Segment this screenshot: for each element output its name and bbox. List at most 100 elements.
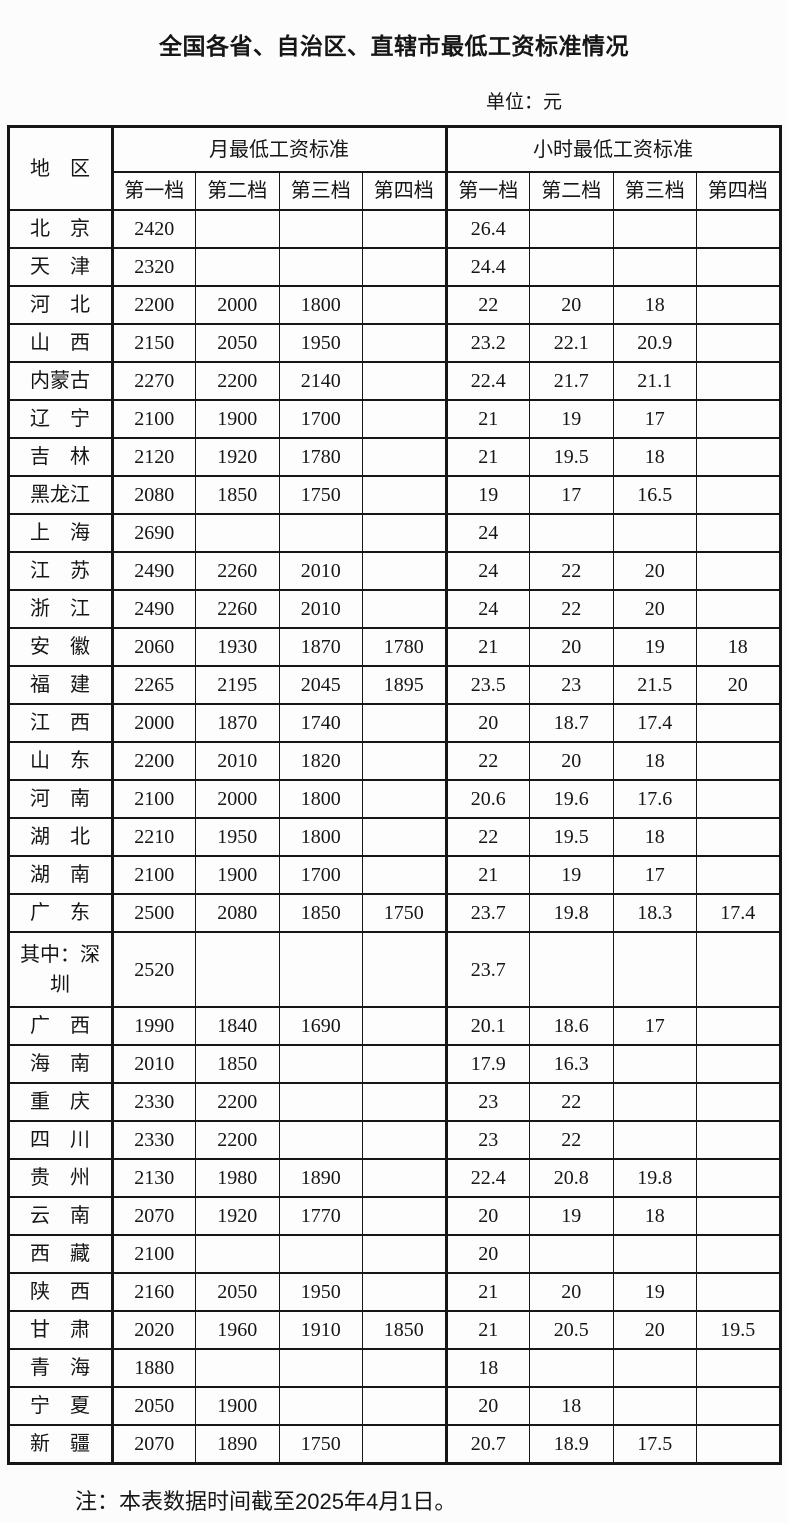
monthly-tier-3-cell: 2010 (278, 589, 363, 629)
hourly-tier-2-cell: 22.1 (529, 323, 614, 363)
monthly-tier-1-cell: 2330 (110, 1082, 196, 1122)
monthly-tier-2-cell: 2260 (195, 589, 280, 629)
hourly-tier-2-cell: 18.7 (529, 703, 614, 743)
monthly-tier-4-cell (362, 513, 447, 553)
region-cell: 四 川 (7, 1120, 113, 1160)
monthly-tier-2-cell: 1960 (195, 1310, 280, 1350)
hourly-tier-1-cell: 20 (444, 1234, 530, 1274)
monthly-tier-4-cell (362, 475, 447, 515)
monthly-tier-1-cell: 2070 (110, 1424, 196, 1464)
group-header-row: 地 区 月最低工资标准 小时最低工资标准 (7, 125, 781, 211)
hourly-tier-3-cell: 17.4 (612, 703, 697, 743)
monthly-tier-2-cell (195, 247, 280, 287)
monthly-tier-2-cell: 2050 (195, 1272, 280, 1312)
unit-label: 单位：元 (486, 92, 563, 113)
tier-header-row: 第一档 第二档 第三档 第四档 第一档 第二档 第三档 第四档 (8, 171, 781, 211)
hourly-tier-3-cell (612, 1234, 697, 1274)
hourly-tier-2-cell: 19.5 (529, 437, 614, 477)
monthly-tier-3-cell (278, 1044, 363, 1084)
monthly-tier-4-cell (362, 1272, 447, 1312)
monthly-tier-1-cell: 2080 (110, 475, 196, 515)
region-cell: 宁 夏 (7, 1386, 113, 1426)
region-cell: 云 南 (7, 1196, 113, 1236)
monthly-tier-1-cell: 2160 (110, 1272, 196, 1312)
monthly-tier-4-cell (362, 855, 447, 895)
hourly-tier-3-cell: 18 (612, 1196, 697, 1236)
monthly-tier-3-cell: 1800 (278, 817, 363, 857)
hourly-tier-4-cell (696, 247, 781, 287)
hourly-tier-4-cell (696, 285, 781, 325)
hourly-tier-1-cell: 22.4 (444, 361, 530, 401)
monthly-tier-3-cell (278, 247, 363, 287)
tier-header-monthly-4: 第四档 (362, 171, 447, 211)
hourly-tier-3-cell: 21.5 (612, 665, 697, 705)
region-cell: 广 西 (7, 1006, 113, 1046)
monthly-tier-3-cell: 2045 (278, 665, 363, 705)
region-cell: 西 藏 (7, 1234, 113, 1274)
monthly-tier-1-cell: 2130 (110, 1158, 196, 1198)
table-row: 广 西 1990 1840 1690 20.1 18.6 17 (7, 1006, 781, 1046)
footnote: 注：本表数据时间截至2025年4月1日。 (75, 1488, 457, 1514)
hourly-tier-3-cell: 20 (612, 551, 697, 591)
hourly-tier-2-cell (529, 1348, 614, 1388)
page-title: 全国各省、自治区、直辖市最低工资标准情况 (159, 33, 629, 59)
monthly-tier-3-cell: 1750 (278, 475, 363, 515)
tier-header-monthly-1: 第一档 (110, 171, 196, 211)
hourly-tier-2-cell: 22 (529, 551, 614, 591)
tier-header-hourly-4: 第四档 (696, 171, 781, 211)
monthly-tier-3-cell (278, 1082, 363, 1122)
monthly-tier-2-cell: 2260 (195, 551, 280, 591)
hourly-tier-2-cell: 23 (529, 665, 614, 705)
hourly-tier-3-cell (612, 247, 697, 287)
hourly-tier-4-cell (696, 1348, 781, 1388)
monthly-tier-3-cell: 1800 (278, 779, 363, 819)
table-row: 江 西 2000 1870 1740 20 18.7 17.4 (7, 703, 781, 743)
monthly-tier-4-cell (362, 399, 447, 439)
monthly-tier-2-cell: 2000 (195, 779, 280, 819)
monthly-tier-2-cell (195, 931, 280, 1008)
monthly-tier-3-cell: 1820 (278, 741, 363, 781)
region-cell: 贵 州 (7, 1158, 113, 1198)
monthly-tier-3-cell: 1800 (278, 285, 363, 325)
hourly-tier-3-cell: 17.5 (612, 1424, 697, 1464)
hourly-tier-4-cell (696, 209, 781, 249)
monthly-tier-4-cell (362, 1424, 447, 1464)
monthly-tier-1-cell: 2150 (110, 323, 196, 363)
hourly-tier-3-cell: 18 (612, 817, 697, 857)
hourly-tier-4-cell (696, 1424, 781, 1464)
monthly-tier-3-cell: 2010 (278, 551, 363, 591)
hourly-tier-3-cell (612, 1386, 697, 1426)
monthly-tier-4-cell (362, 1044, 447, 1084)
hourly-tier-4-cell: 20 (696, 665, 781, 705)
region-cell: 吉 林 (7, 437, 113, 477)
monthly-tier-3-cell: 1690 (278, 1006, 363, 1046)
monthly-tier-1-cell: 2100 (110, 779, 196, 819)
region-cell: 其中：深圳 (7, 931, 113, 1008)
monthly-tier-4-cell: 1750 (362, 893, 447, 933)
monthly-tier-1-cell: 2490 (110, 589, 196, 629)
table-row: 其中：深圳 2520 23.7 (7, 931, 781, 1008)
monthly-tier-3-cell: 1750 (278, 1424, 363, 1464)
monthly-tier-1-cell: 2500 (110, 893, 196, 933)
table-row: 黑龙江 2080 1850 1750 19 17 16.5 (7, 475, 781, 515)
monthly-tier-1-cell: 2000 (110, 703, 196, 743)
monthly-tier-3-cell: 1910 (278, 1310, 363, 1350)
monthly-tier-2-cell (195, 513, 280, 553)
monthly-tier-2-cell: 2010 (195, 741, 280, 781)
hourly-tier-1-cell: 18 (444, 1348, 530, 1388)
hourly-tier-2-cell: 20 (529, 285, 614, 325)
monthly-tier-1-cell: 1880 (110, 1348, 196, 1388)
hourly-tier-2-cell: 20 (529, 627, 614, 667)
hourly-tier-1-cell: 23.7 (444, 893, 530, 933)
hourly-group-header: 小时最低工资标准 (444, 125, 781, 173)
hourly-tier-4-cell (696, 513, 781, 553)
monthly-tier-1-cell: 2050 (110, 1386, 196, 1426)
hourly-tier-1-cell: 23 (444, 1082, 530, 1122)
monthly-tier-2-cell: 2000 (195, 285, 280, 325)
hourly-tier-4-cell (696, 1196, 781, 1236)
monthly-tier-2-cell: 1920 (195, 437, 280, 477)
monthly-tier-4-cell (362, 1386, 447, 1426)
hourly-tier-4-cell: 17.4 (696, 893, 781, 933)
monthly-tier-1-cell: 2200 (110, 741, 196, 781)
hourly-tier-4-cell (696, 475, 781, 515)
